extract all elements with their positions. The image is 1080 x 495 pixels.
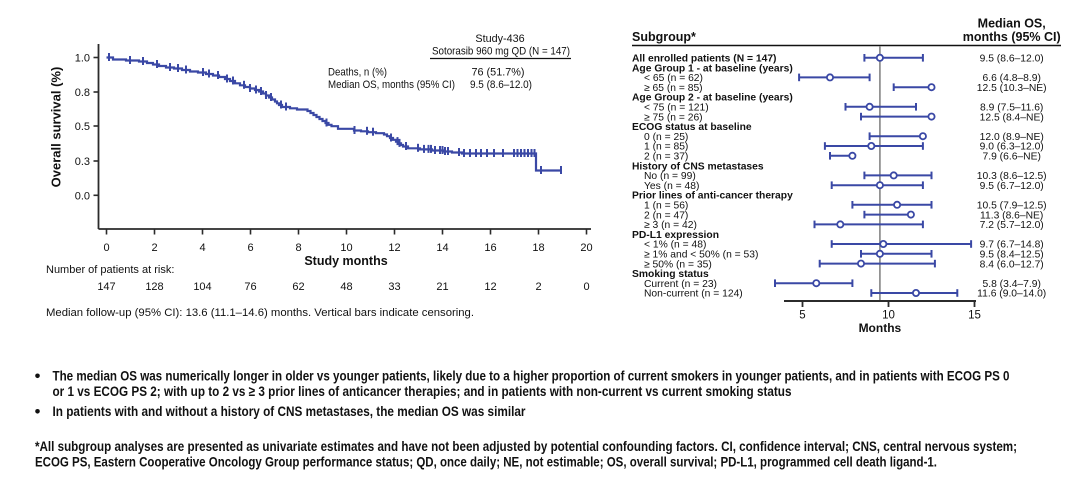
svg-text:1 (n = 85): 1 (n = 85) — [644, 142, 688, 153]
svg-text:months (95% CI): months (95% CI) — [963, 30, 1061, 44]
svg-text:15: 15 — [968, 310, 981, 322]
svg-text:Median follow-up (95% CI): 13.: Median follow-up (95% CI): 13.6 (11.1–14… — [46, 307, 474, 319]
svg-text:Deaths, n (%): Deaths, n (%) — [328, 67, 387, 79]
svg-text:12.0 (8.9–NE): 12.0 (8.9–NE) — [980, 132, 1044, 143]
svg-text:20: 20 — [580, 242, 592, 254]
svg-text:ECOG status at baseline: ECOG status at baseline — [632, 122, 752, 133]
svg-text:2: 2 — [535, 281, 541, 293]
svg-text:7.2 (5.7–12.0): 7.2 (5.7–12.0) — [980, 220, 1044, 231]
svg-text:Study months: Study months — [304, 254, 387, 268]
svg-text:2 (n = 37): 2 (n = 37) — [644, 152, 688, 163]
svg-text:2: 2 — [151, 242, 157, 254]
svg-text:All enrolled patients (N = 147: All enrolled patients (N = 147) — [632, 54, 776, 65]
svg-text:9.0 (6.3–12.0): 9.0 (6.3–12.0) — [980, 142, 1044, 153]
svg-text:12: 12 — [484, 281, 496, 293]
svg-text:104: 104 — [193, 281, 211, 293]
svg-text:In patients with and without a: In patients with and without a history o… — [53, 404, 526, 420]
svg-text:≥ 3 (n = 42): ≥ 3 (n = 42) — [644, 220, 697, 231]
svg-text:10: 10 — [340, 242, 352, 254]
svg-text:21: 21 — [436, 281, 448, 293]
svg-text:0.3: 0.3 — [75, 156, 90, 168]
svg-text:No (n = 99): No (n = 99) — [644, 171, 696, 182]
svg-text:Sotorasib 960 mg QD (N = 147): Sotorasib 960 mg QD (N = 147) — [432, 46, 570, 58]
svg-text:< 75 (n = 121): < 75 (n = 121) — [644, 103, 709, 114]
svg-text:9.7 (6.7–14.8): 9.7 (6.7–14.8) — [980, 240, 1044, 251]
svg-text:Prior lines of anti-cancer the: Prior lines of anti-cancer therapy — [632, 191, 793, 202]
svg-text:Smoking status: Smoking status — [632, 269, 709, 280]
svg-text:76 (51.7%): 76 (51.7%) — [472, 67, 525, 79]
svg-text:7.9 (6.6–NE): 7.9 (6.6–NE) — [983, 152, 1041, 163]
svg-text:0.0: 0.0 — [75, 190, 90, 202]
svg-text:0 (n = 25): 0 (n = 25) — [644, 132, 688, 143]
svg-text:< 1% (n = 48): < 1% (n = 48) — [644, 240, 706, 251]
svg-text:≥ 1% and < 50% (n = 53): ≥ 1% and < 50% (n = 53) — [644, 250, 758, 261]
svg-text:8.9 (7.5–11.6): 8.9 (7.5–11.6) — [980, 103, 1043, 114]
svg-text:48: 48 — [340, 281, 352, 293]
svg-text:6: 6 — [247, 242, 253, 254]
svg-text:2 (n = 47): 2 (n = 47) — [644, 210, 688, 221]
svg-text:Subgroup*: Subgroup* — [632, 30, 696, 44]
svg-text:33: 33 — [388, 281, 400, 293]
svg-text:Non-current (n = 124): Non-current (n = 124) — [644, 289, 743, 300]
svg-text:6.6 (4.8–8.9): 6.6 (4.8–8.9) — [983, 73, 1041, 84]
svg-text:8: 8 — [295, 242, 301, 254]
svg-text:10: 10 — [882, 310, 895, 322]
svg-text:8.4 (6.0–12.7): 8.4 (6.0–12.7) — [980, 259, 1044, 270]
svg-text:Study-436: Study-436 — [475, 33, 524, 45]
svg-text:12: 12 — [388, 242, 400, 254]
svg-text:128: 128 — [145, 281, 163, 293]
svg-text:History of CNS metastases: History of CNS metastases — [632, 161, 764, 172]
svg-text:11.3 (8.6–NE): 11.3 (8.6–NE) — [980, 210, 1043, 221]
svg-text:12.5 (10.3–NE): 12.5 (10.3–NE) — [977, 83, 1047, 94]
svg-text:Number of patients at risk:: Number of patients at risk: — [46, 264, 174, 276]
svg-text:76: 76 — [244, 281, 256, 293]
svg-text:*All subgroup analyses are pre: *All subgroup analyses are presented as … — [35, 439, 1017, 455]
svg-text:Median OS, months (95% CI): Median OS, months (95% CI) — [328, 79, 455, 91]
svg-text:< 65 (n = 62): < 65 (n = 62) — [644, 73, 703, 84]
svg-text:9.5 (6.7–12.0): 9.5 (6.7–12.0) — [980, 181, 1044, 192]
svg-text:Age Group 2 - at baseline (yea: Age Group 2 - at baseline (years) — [632, 93, 793, 104]
svg-text:62: 62 — [292, 281, 304, 293]
svg-text:≥ 65 (n = 85): ≥ 65 (n = 85) — [644, 83, 703, 94]
svg-text:4: 4 — [199, 242, 205, 254]
svg-text:1.0: 1.0 — [75, 53, 90, 65]
svg-text:The median OS was numerically: The median OS was numerically longer in … — [53, 369, 1010, 385]
svg-text:10.5 (7.9–12.5): 10.5 (7.9–12.5) — [977, 201, 1047, 212]
svg-text:PD-L1 expression: PD-L1 expression — [632, 230, 719, 241]
svg-text:147: 147 — [97, 281, 115, 293]
svg-text:5: 5 — [799, 310, 805, 322]
svg-text:Yes (n = 48): Yes (n = 48) — [644, 181, 699, 192]
svg-text:≥ 50% (n = 35): ≥ 50% (n = 35) — [644, 259, 712, 270]
svg-text:18: 18 — [532, 242, 544, 254]
svg-text:16: 16 — [484, 242, 496, 254]
svg-text:5.8 (3.4–7.9): 5.8 (3.4–7.9) — [983, 279, 1041, 290]
svg-text:14: 14 — [436, 242, 448, 254]
svg-text:0.8: 0.8 — [75, 87, 90, 99]
svg-text:1 (n = 56): 1 (n = 56) — [644, 201, 688, 212]
svg-text:11.6 (9.0–14.0): 11.6 (9.0–14.0) — [977, 289, 1046, 300]
svg-text:0.5: 0.5 — [75, 121, 90, 133]
svg-text:10.3 (8.6–12.5): 10.3 (8.6–12.5) — [977, 171, 1047, 182]
svg-text:Overall survival (%): Overall survival (%) — [49, 67, 64, 188]
svg-text:9.5 (8.6–12.0): 9.5 (8.6–12.0) — [980, 54, 1044, 65]
svg-text:9.5 (8.6–12.0): 9.5 (8.6–12.0) — [470, 79, 532, 91]
svg-text:≥ 75 (n = 26): ≥ 75 (n = 26) — [644, 112, 703, 123]
svg-text:9.5 (8.4–12.5): 9.5 (8.4–12.5) — [980, 250, 1044, 261]
svg-text:or 1 vs ECOG PS 2; with up to: or 1 vs ECOG PS 2; with up to 2 vs ≥ 3 p… — [53, 384, 792, 400]
svg-text:Months: Months — [859, 321, 902, 335]
svg-text:0: 0 — [103, 242, 109, 254]
svg-text:Age Group 1 - at baseline (yea: Age Group 1 - at baseline (years) — [632, 63, 793, 74]
svg-text:12.5 (8.4–NE): 12.5 (8.4–NE) — [980, 112, 1044, 123]
svg-text:ECOG PS, Eastern Cooperative O: ECOG PS, Eastern Cooperative Oncology Gr… — [35, 455, 937, 471]
svg-text:Median OS,: Median OS, — [978, 17, 1046, 31]
svg-text:Current (n = 23): Current (n = 23) — [644, 279, 717, 290]
svg-text:0: 0 — [583, 281, 589, 293]
